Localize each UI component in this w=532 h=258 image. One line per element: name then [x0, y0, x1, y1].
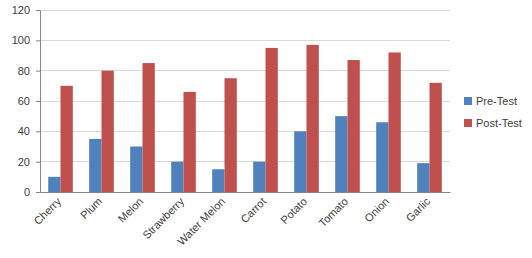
bar-series	[61, 45, 442, 192]
grid-line	[40, 10, 450, 11]
y-tick-label: 20	[18, 156, 30, 168]
bar	[253, 162, 265, 192]
y-tick-mark	[36, 71, 40, 72]
bar	[376, 122, 388, 192]
y-tick-label: 120	[12, 4, 30, 16]
bar	[212, 169, 224, 192]
bar	[225, 78, 237, 192]
bar	[335, 116, 347, 192]
x-tick: Tomato	[316, 192, 350, 229]
legend: Pre-Test Post-Test	[464, 95, 522, 129]
bars	[48, 45, 442, 192]
legend-item: Pre-Test	[464, 95, 517, 107]
y-tick-label: 0	[24, 186, 30, 198]
bar	[307, 45, 319, 192]
bar	[143, 63, 155, 192]
x-tick: Cherry	[31, 192, 63, 227]
bar	[130, 147, 142, 193]
x-tick-label: Plum	[78, 195, 104, 221]
bar	[266, 48, 278, 192]
bar	[48, 177, 60, 192]
bar	[348, 60, 360, 192]
legend-label: Pre-Test	[476, 95, 517, 107]
x-tick-label: Melon	[116, 195, 146, 225]
x-tick-label: Water Melon	[175, 195, 227, 247]
x-axis-line	[41, 192, 451, 193]
y-tick: 20	[18, 156, 40, 168]
bar	[89, 139, 101, 192]
y-tick: 60	[18, 95, 40, 107]
x-tick: Plum	[78, 192, 104, 221]
bar	[417, 163, 429, 192]
x-tick-label: Carrot	[238, 195, 268, 225]
bar	[102, 71, 114, 192]
x-tick-label: Onion	[362, 195, 391, 224]
y-tick-mark	[36, 10, 40, 11]
y-tick-mark	[36, 162, 40, 163]
x-tick-label: Cherry	[31, 195, 63, 227]
y-tick-mark	[36, 40, 40, 41]
y-tick: 80	[18, 65, 40, 77]
chart: 020406080100120CherryPlumMelonStrawberry…	[0, 0, 532, 258]
y-tick-label: 80	[18, 65, 30, 77]
x-tick: Melon	[116, 192, 146, 225]
y-tick: 0	[24, 186, 40, 198]
y-tick-mark	[36, 192, 40, 193]
legend-label: Post-Test	[476, 117, 522, 129]
y-tick-label: 40	[18, 125, 30, 137]
y-tick-label: 100	[12, 34, 30, 46]
y-tick-mark	[36, 101, 40, 102]
x-tick-label: Garlic	[403, 195, 432, 224]
y-tick-label: 60	[18, 95, 30, 107]
y-tick: 120	[12, 4, 40, 16]
grid	[40, 10, 450, 192]
x-tick: Carrot	[238, 192, 268, 225]
x-axis: CherryPlumMelonStrawberryWater MelonCarr…	[31, 192, 450, 247]
x-tick: Potato	[278, 192, 309, 226]
bar	[430, 83, 442, 192]
bar	[184, 92, 196, 192]
bar	[171, 162, 183, 192]
y-tick: 100	[12, 34, 40, 46]
x-tick: Water Melon	[175, 192, 227, 247]
bar	[389, 52, 401, 192]
plot: 020406080100120CherryPlumMelonStrawberry…	[12, 4, 451, 247]
x-tick-label: Potato	[278, 195, 309, 226]
bar	[294, 131, 306, 192]
legend-swatch	[464, 97, 472, 105]
y-tick: 40	[18, 125, 40, 137]
legend-item: Post-Test	[464, 117, 522, 129]
y-tick-mark	[36, 131, 40, 132]
bar	[61, 86, 73, 192]
x-tick: Garlic	[403, 192, 432, 224]
legend-swatch	[464, 119, 472, 127]
x-tick: Onion	[362, 192, 391, 224]
y-axis: 0 20 40 60 80 100 120	[12, 4, 41, 198]
y-axis-line	[36, 11, 41, 193]
x-tick-label: Tomato	[316, 195, 350, 229]
grid-line	[40, 40, 450, 41]
